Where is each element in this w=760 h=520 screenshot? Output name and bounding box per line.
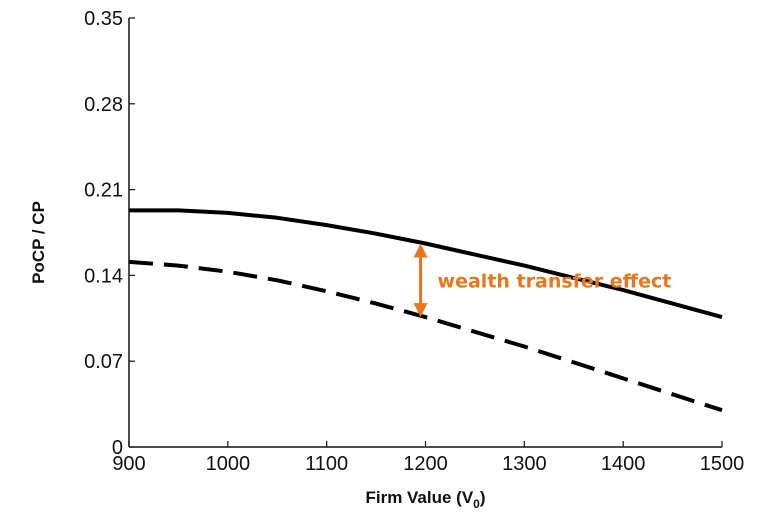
series-group bbox=[128, 208, 723, 413]
y-tick-label: 0 bbox=[112, 437, 123, 459]
y-tick-label: 0.28 bbox=[84, 94, 123, 116]
x-axis-title-subscript: 0 bbox=[473, 497, 480, 511]
y-tick-label: 0.07 bbox=[84, 351, 123, 373]
y-tick-label: 0.14 bbox=[84, 265, 123, 287]
dashed-series-line bbox=[128, 259, 723, 413]
x-tick-label: 1000 bbox=[206, 453, 251, 475]
x-tick-label: 900 bbox=[112, 453, 145, 475]
y-axis-ticks: 0 0.07 0.14 0.21 0.28 0.35 bbox=[84, 8, 135, 459]
x-axis-title-main: Firm Value (V bbox=[365, 488, 473, 507]
x-axis-ticks: 900 1000 1100 1200 1300 1400 1500 bbox=[112, 441, 744, 475]
x-axis-title-close: ) bbox=[480, 488, 486, 507]
x-tick-label: 1100 bbox=[305, 453, 348, 475]
annotation-arrow-down-head bbox=[413, 303, 428, 318]
x-tick-label: 1400 bbox=[601, 453, 646, 475]
annotation-group: wealth transfer effect bbox=[413, 243, 672, 318]
annotation-label: wealth transfer effect bbox=[438, 270, 672, 292]
x-tick-label: 1200 bbox=[403, 453, 448, 475]
x-axis-title: Firm Value (V0) bbox=[365, 488, 485, 511]
solid-series-line bbox=[129, 208, 723, 320]
y-axis-title: PoCP / CP bbox=[29, 201, 48, 284]
y-tick-label: 0.21 bbox=[84, 180, 123, 202]
y-tick-label: 0.35 bbox=[84, 8, 123, 30]
x-tick-label: 1500 bbox=[700, 453, 745, 475]
annotation-arrow-up-head bbox=[413, 243, 428, 258]
x-tick-label: 1300 bbox=[502, 453, 547, 475]
